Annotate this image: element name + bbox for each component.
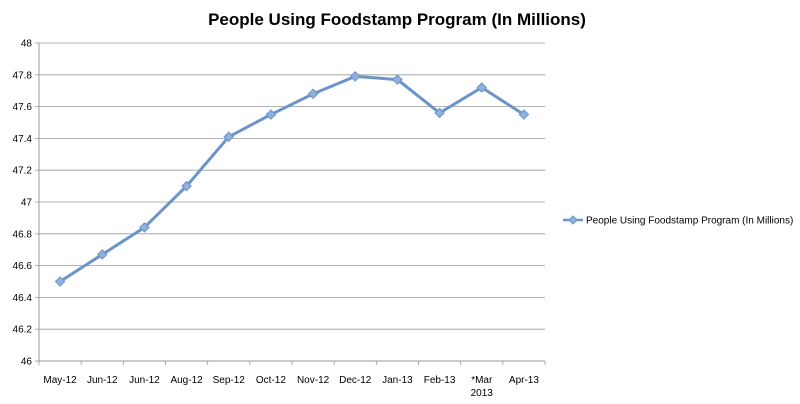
data-point [518, 109, 530, 120]
y-tick-label: 47.4 [13, 134, 33, 145]
legend: People Using Foodstamp Program (In Milli… [563, 215, 793, 227]
y-tick-label: 47 [21, 198, 33, 209]
y-tick-label: 46.6 [13, 261, 33, 272]
data-point [181, 180, 192, 192]
y-tick-label: 46.4 [13, 293, 33, 304]
x-tick-label: *Mar 2013 [471, 375, 494, 399]
data-point [307, 88, 319, 100]
x-tick-label: Feb-13 [424, 375, 456, 386]
chart-title: People Using Foodstamp Program (In Milli… [208, 10, 586, 29]
series-layer [54, 71, 530, 287]
data-point [223, 131, 235, 143]
data-point [476, 82, 488, 93]
data-point [139, 222, 150, 233]
y-tick-label: 47.2 [13, 166, 33, 177]
y-tick-label: 47.6 [13, 102, 33, 113]
x-tick-label: Oct-12 [256, 375, 286, 386]
y-axis-ticks: 46 46.2 46.4 46.6 46.8 47 47.2 47.4 47.6 47.8 48 [13, 39, 39, 368]
data-point [54, 276, 66, 287]
data-point [434, 107, 445, 119]
x-tick-label: May-12 [43, 375, 77, 386]
y-tick-label: 48 [21, 39, 33, 50]
x-axis-ticks: May-12 Jun-12 Jun-12 Aug-12 Sep-12 Oct-12 Nov-… [38, 361, 546, 399]
x-tick-label: Nov-12 [297, 375, 330, 386]
x-tick-label: Jan-13 [382, 375, 413, 386]
series-line [58, 74, 526, 283]
y-tick-label: 46.8 [13, 229, 33, 240]
x-tick-label: Aug-12 [170, 375, 203, 386]
legend-label: People Using Foodstamp Program (In Milli… [586, 216, 793, 227]
x-tick-label: Dec-12 [339, 375, 372, 386]
gridlines [39, 42, 545, 362]
x-tick-label: Sep-12 [213, 375, 246, 386]
x-tick-label: Jun-12 [129, 375, 160, 386]
x-tick-label: Apr-13 [509, 375, 539, 386]
y-tick-label: 47.8 [13, 70, 33, 81]
x-tick-label: Jun-12 [87, 375, 118, 386]
data-point [265, 109, 277, 120]
data-point [349, 71, 361, 82]
legend-marker [568, 215, 578, 225]
data-point [96, 249, 108, 260]
y-tick-label: 46 [21, 357, 33, 368]
y-tick-label: 46.2 [13, 325, 33, 336]
data-point [392, 74, 403, 85]
